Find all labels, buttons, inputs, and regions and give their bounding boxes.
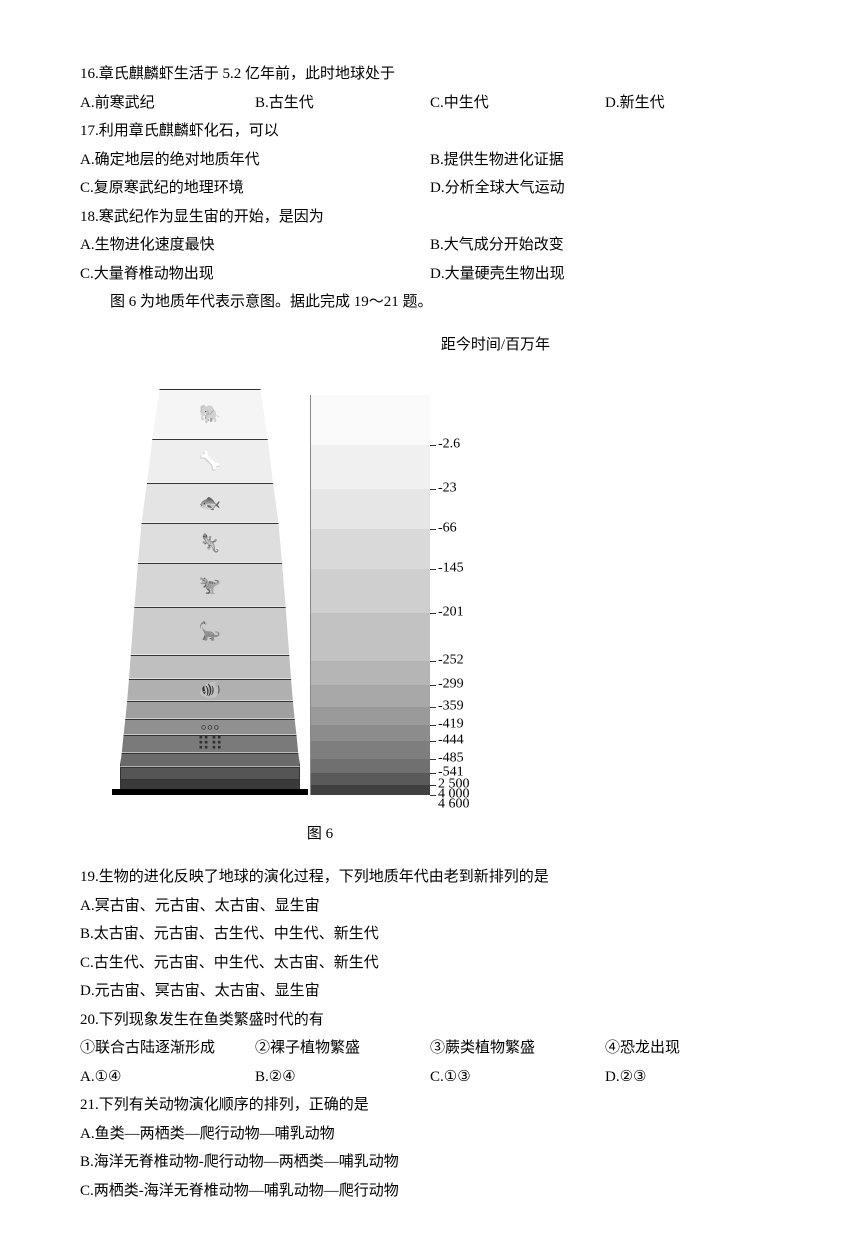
q19-stem: 19.生物的进化反映了地球的演化过程，下列地质年代由老到新排列的是 [80,863,780,892]
strata-base [112,789,308,795]
q16-d: D.新生代 [605,89,780,118]
time-band [310,395,430,445]
time-label: -145 [438,555,464,582]
q17-options-2: C.复原寒武纪的地理环境 D.分析全球大气运动 [80,174,780,203]
q17-stem: 17.利用章氏麒麟虾化石，可以 [80,117,780,146]
figure-6: 距今时间/百万年 🐘🦴🐟🦎🦖🦕🐠◦◦◦⠿⠿ -2.6-23-66-145-201… [80,325,560,805]
time-label: -201 [438,599,464,626]
q17-c: C.复原寒武纪的地理环境 [80,174,430,203]
q20-subopts: ①联合古陆逐渐形成 ②裸子植物繁盛 ③蕨类植物繁盛 ④恐龙出现 [80,1034,780,1063]
q16-options: A.前寒武纪 B.古生代 C.中生代 D.新生代 [80,89,780,118]
q20-o2: ②裸子植物繁盛 [255,1034,430,1063]
strata-layer: 🦴 [120,439,300,483]
figure-intro: 图 6 为地质年代表示意图。据此完成 19～21 题。 [80,288,780,317]
time-label: 4 600 [438,791,470,818]
q19-d: D.元古宙、冥古宙、太古宙、显生宙 [80,977,780,1006]
strata-layer: 🦕 [120,607,300,655]
q19-a: A.冥古宙、元古宙、太古宙、显生宙 [80,892,780,921]
q17-options-1: A.确定地层的绝对地质年代 B.提供生物进化证据 [80,146,780,175]
q18-c: C.大量脊椎动物出现 [80,260,430,289]
strata-layer [120,655,300,679]
strata-layer [120,753,300,767]
fossil-icon: 🦕 [199,614,221,648]
q19-b: B.太古宙、元古宙、古生代、中生代、新生代 [80,920,780,949]
time-label: -2.6 [438,431,460,458]
time-band [310,741,430,759]
q20-o3: ③蕨类植物繁盛 [430,1034,605,1063]
q21-stem: 21.下列有关动物演化顺序的排列，正确的是 [80,1091,780,1120]
q18-d: D.大量硬壳生物出现 [430,260,780,289]
strata-layer [120,779,300,789]
q20-b: B.②④ [255,1063,430,1092]
fossil-icon: ◦◦◦ [200,719,219,735]
time-label: -252 [438,647,464,674]
q16-a: A.前寒武纪 [80,89,255,118]
q21-c: C.两栖类-海洋无脊椎动物—哺乳动物—爬行动物 [80,1177,780,1206]
q18-options-1: A.生物进化速度最快 B.大气成分开始改变 [80,231,780,260]
time-band [310,529,430,569]
q21-b: B.海洋无脊椎动物-爬行动物—两栖类—哺乳动物 [80,1148,780,1177]
time-band [310,661,430,685]
q20-a: A.①④ [80,1063,255,1092]
time-column: -2.6-23-66-145-201-252-299-359-419-444-4… [310,395,430,795]
q16-c: C.中生代 [430,89,605,118]
q20-d: D.②③ [605,1063,780,1092]
time-band [310,725,430,741]
strata-layer: ◦◦◦ [120,719,300,735]
q16-b: B.古生代 [255,89,430,118]
q20-o1: ①联合古陆逐渐形成 [80,1034,255,1063]
q20-c: C.①③ [430,1063,605,1092]
q18-a: A.生物进化速度最快 [80,231,430,260]
strata-layer [120,767,300,779]
strata-layer: 🐘 [120,389,300,439]
q21-a: A.鱼类—两栖类—爬行动物—哺乳动物 [80,1120,780,1149]
time-band [310,707,430,725]
q16-stem: 16.章氏麒麟虾生活于 5.2 亿年前，此时地球处于 [80,60,780,89]
time-band [310,489,430,529]
strata-column: 🐘 🦴 🐟 🦎 🦖 🦕 🐠 ◦◦◦⠿⠿ [120,389,300,795]
time-band [310,613,430,661]
axis-title: 距今时间/百万年 [441,331,550,360]
time-band [310,785,430,795]
q18-b: B.大气成分开始改变 [430,231,780,260]
fossil-icon: 🦴 [199,444,221,478]
fossil-icon: 🐘 [199,397,221,431]
q18-options-2: C.大量脊椎动物出现 D.大量硬壳生物出现 [80,260,780,289]
fossil-icon: ⠿⠿ [197,735,223,753]
q18-stem: 18.寒武纪作为显生宙的开始，是因为 [80,203,780,232]
strata-layer: 🦎 [120,523,300,563]
time-band [310,685,430,707]
fossil-icon: 🐟 [199,486,221,520]
q17-a: A.确定地层的绝对地质年代 [80,146,430,175]
time-label: -66 [438,515,457,542]
strata-layer: ⠿⠿ [120,735,300,753]
strata-layer: 🐠 [120,679,300,701]
q20-o4: ④恐龙出现 [605,1034,780,1063]
time-band [310,773,430,785]
time-label: -23 [438,475,457,502]
time-band [310,759,430,773]
fossil-icon: 🐠 [199,679,221,701]
figure-caption: 图 6 [80,820,560,849]
q17-d: D.分析全球大气运动 [430,174,780,203]
q20-options: A.①④ B.②④ C.①③ D.②③ [80,1063,780,1092]
strata-layer: 🐟 [120,483,300,523]
fossil-icon: 🦎 [199,526,221,560]
q17-b: B.提供生物进化证据 [430,146,780,175]
q19-c: C.古生代、元古宙、中生代、太古宙、新生代 [80,949,780,978]
strata-layer: 🦖 [120,563,300,607]
fossil-icon: 🦖 [199,568,221,602]
time-band [310,445,430,489]
time-band [310,569,430,613]
strata-layer [120,701,300,719]
q20-stem: 20.下列现象发生在鱼类繁盛时代的有 [80,1006,780,1035]
